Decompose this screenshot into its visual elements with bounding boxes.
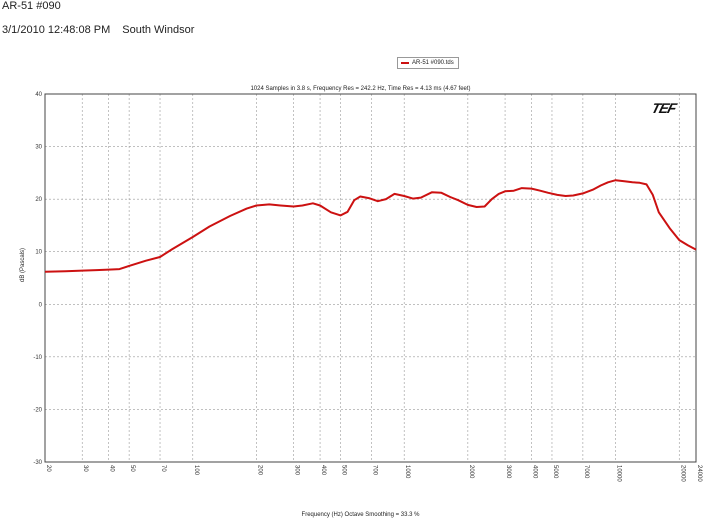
- x-tick-label: 5000: [552, 465, 558, 479]
- measurement-datetime: 3/1/2010 12:48:08 PM: [2, 24, 111, 36]
- x-tick-label: 10000: [616, 465, 622, 482]
- x-tick-label: 3000: [505, 465, 511, 479]
- legend-entry: AR-51 #090.tds: [412, 60, 454, 66]
- plot-frame: [44, 93, 697, 463]
- y-tick-label: 20: [35, 197, 42, 203]
- y-tick-label: -20: [33, 407, 42, 413]
- x-tick-label: 50: [129, 465, 135, 472]
- measurement-location: South Windsor: [122, 24, 195, 36]
- y-tick-label: 10: [35, 250, 42, 256]
- x-tick-label: 700: [371, 465, 377, 476]
- series-line-ar51: [44, 179, 697, 273]
- chart-grid: [44, 93, 697, 463]
- x-tick-label: 2000: [468, 465, 474, 479]
- y-tick-label: 30: [35, 145, 42, 151]
- y-axis-ticks: -30 -20 -10 0 10 20 30 40: [33, 92, 42, 466]
- x-axis-label: Frequency (Hz) Octave Smoothing = 33.3 %: [301, 512, 420, 518]
- x-tick-label: 400: [320, 465, 326, 476]
- x-tick-label: 20000: [679, 465, 685, 482]
- x-tick-label: 70: [160, 465, 166, 472]
- y-tick-label: -30: [33, 460, 42, 466]
- y-tick-label: 0: [39, 302, 43, 308]
- measurement-title: AR-51 #090: [2, 0, 61, 12]
- chart-title: 1024 Samples in 3.8 s, Frequency Res = 2…: [250, 86, 471, 92]
- x-tick-label: 40: [109, 465, 115, 472]
- measurement-info: 3/1/2010 12:48:08 PM South Windsor: [2, 24, 194, 37]
- x-tick-label: 1000: [404, 465, 410, 479]
- x-tick-label: 300: [294, 465, 300, 476]
- chart-legend: AR-51 #090.tds: [397, 57, 459, 69]
- x-tick-label: 20: [45, 465, 51, 472]
- x-tick-label: 30: [82, 465, 88, 472]
- x-axis-ticks: 20 30 40 50 70 100 200 300 400 500 700 1000 2000 3000…: [45, 465, 702, 482]
- legend-swatch: [401, 62, 409, 64]
- tef-logo: TEF: [649, 100, 678, 116]
- x-tick-label: 4000: [531, 465, 537, 479]
- y-tick-label: -10: [33, 355, 42, 361]
- y-tick-label: 40: [35, 92, 42, 98]
- x-tick-label: 24000: [696, 465, 702, 482]
- x-tick-label: 7000: [583, 465, 589, 479]
- x-tick-label: 500: [341, 465, 347, 476]
- x-tick-label: 200: [256, 465, 262, 476]
- x-tick-label: 100: [193, 465, 199, 476]
- y-axis-label: dB (Pascals): [20, 247, 26, 282]
